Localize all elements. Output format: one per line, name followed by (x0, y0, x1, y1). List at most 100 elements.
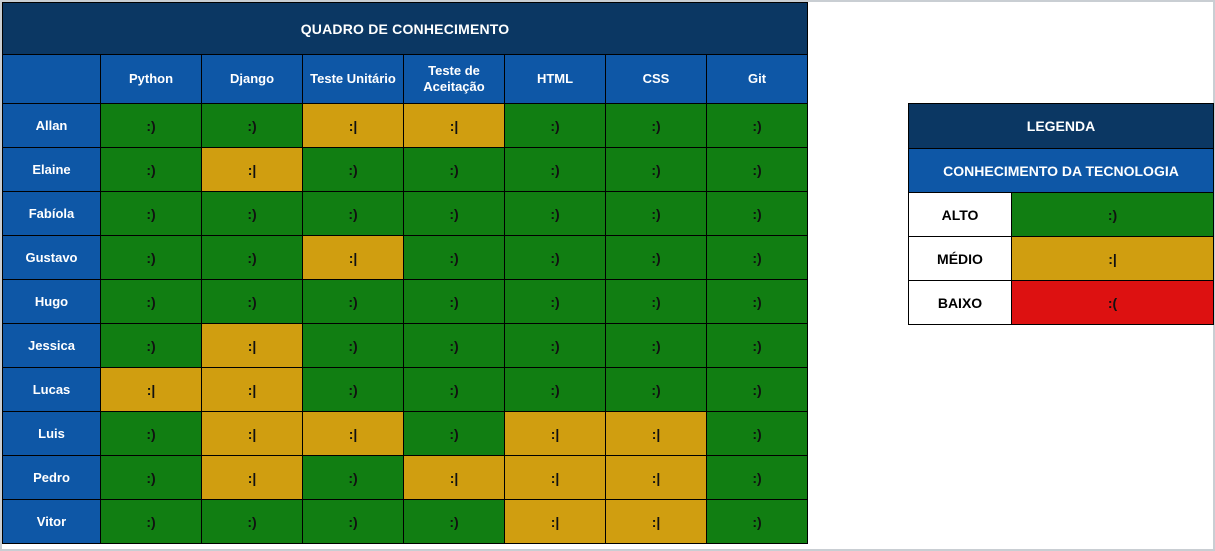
cell-fabiola-git: :) (705, 191, 809, 236)
table-row-fabiola: Fabíola:):):):):):):) (2, 191, 809, 236)
cell-allan-teste-unitario: :| (302, 103, 404, 148)
legend-row-medio: MÉDIO:| (908, 236, 1215, 281)
cell-fabiola-python: :) (100, 191, 202, 236)
legend-row-baixo: BAIXO:( (908, 280, 1215, 325)
column-header-django: Django (201, 54, 303, 104)
cell-hugo-django: :) (201, 279, 303, 324)
column-header-git: Git (705, 54, 809, 104)
legend-swatch-medio: :| (1010, 236, 1215, 281)
cell-fabiola-css: :) (605, 191, 707, 236)
row-name-vitor: Vitor (2, 499, 101, 544)
cell-pedro-python: :) (100, 455, 202, 500)
cell-vitor-teste-de-aceitacao: :) (403, 499, 505, 544)
cell-fabiola-teste-de-aceitacao: :) (403, 191, 505, 236)
legend-label-alto: ALTO (908, 192, 1012, 237)
cell-fabiola-django: :) (201, 191, 303, 236)
cell-jessica-git: :) (705, 323, 809, 368)
cell-vitor-html: :| (504, 499, 606, 544)
cell-vitor-git: :) (705, 499, 809, 544)
row-name-fabiola: Fabíola (2, 191, 101, 236)
cell-jessica-html: :) (504, 323, 606, 368)
column-header-html: HTML (504, 54, 606, 104)
cell-jessica-css: :) (605, 323, 707, 368)
row-name-pedro: Pedro (2, 455, 101, 500)
cell-luis-python: :) (100, 411, 202, 456)
cell-jessica-teste-de-aceitacao: :) (403, 323, 505, 368)
cell-pedro-django: :| (201, 455, 303, 500)
legend-title: LEGENDA (907, 103, 1215, 149)
cell-vitor-python: :) (100, 499, 202, 544)
cell-lucas-git: :) (705, 367, 809, 412)
column-header-css: CSS (605, 54, 707, 104)
cell-elaine-html: :) (504, 147, 606, 192)
cell-lucas-html: :) (504, 367, 606, 412)
cell-elaine-django: :| (201, 147, 303, 192)
cell-allan-django: :) (201, 103, 303, 148)
cell-gustavo-css: :) (605, 235, 707, 280)
cell-gustavo-teste-de-aceitacao: :) (403, 235, 505, 280)
cell-lucas-teste-de-aceitacao: :) (403, 367, 505, 412)
legend-subtitle-row: CONHECIMENTO DA TECNOLOGIA (907, 148, 1215, 193)
cell-elaine-teste-de-aceitacao: :) (403, 147, 505, 192)
cell-luis-teste-unitario: :| (302, 411, 404, 456)
cell-hugo-css: :) (605, 279, 707, 324)
cell-allan-teste-de-aceitacao: :| (403, 103, 505, 148)
cell-pedro-teste-unitario: :) (302, 455, 404, 500)
table-row-pedro: Pedro:):|:):|:|:|:) (2, 455, 809, 500)
cell-lucas-python: :| (100, 367, 202, 412)
cell-pedro-teste-de-aceitacao: :| (403, 455, 505, 500)
cell-elaine-teste-unitario: :) (302, 147, 404, 192)
row-name-allan: Allan (2, 103, 101, 148)
table-row-vitor: Vitor:):):):):|:|:) (2, 499, 809, 544)
legend-swatch-baixo: :( (1010, 280, 1215, 325)
cell-allan-git: :) (705, 103, 809, 148)
cell-luis-django: :| (201, 411, 303, 456)
cell-vitor-teste-unitario: :) (302, 499, 404, 544)
cell-luis-html: :| (504, 411, 606, 456)
cell-allan-python: :) (100, 103, 202, 148)
cell-gustavo-html: :) (504, 235, 606, 280)
cell-jessica-python: :) (100, 323, 202, 368)
legend-row-alto: ALTO:) (908, 192, 1215, 237)
table-row-luis: Luis:):|:|:):|:|:) (2, 411, 809, 456)
legend-subtitle: CONHECIMENTO DA TECNOLOGIA (907, 148, 1215, 193)
table-row-hugo: Hugo:):):):):):):) (2, 279, 809, 324)
cell-pedro-git: :) (705, 455, 809, 500)
column-header-teste-de-aceitacao: Teste de Aceitação (403, 54, 505, 104)
title-row: QUADRO DE CONHECIMENTO (1, 2, 809, 55)
cell-elaine-git: :) (705, 147, 809, 192)
cell-gustavo-teste-unitario: :| (302, 235, 404, 280)
cell-jessica-teste-unitario: :) (302, 323, 404, 368)
table-row-gustavo: Gustavo:):):|:):):):) (2, 235, 809, 280)
column-header-python: Python (100, 54, 202, 104)
row-name-luis: Luis (2, 411, 101, 456)
row-name-jessica: Jessica (2, 323, 101, 368)
cell-hugo-git: :) (705, 279, 809, 324)
table-row-allan: Allan:):):|:|:):):) (2, 103, 809, 148)
cell-vitor-css: :| (605, 499, 707, 544)
legend-label-medio: MÉDIO (908, 236, 1012, 281)
cell-jessica-django: :| (201, 323, 303, 368)
cell-lucas-css: :) (605, 367, 707, 412)
corner-cell (2, 54, 101, 104)
cell-hugo-teste-de-aceitacao: :) (403, 279, 505, 324)
cell-fabiola-html: :) (504, 191, 606, 236)
cell-luis-css: :| (605, 411, 707, 456)
cell-allan-css: :) (605, 103, 707, 148)
cell-vitor-django: :) (201, 499, 303, 544)
column-header-teste-unitario: Teste Unitário (302, 54, 404, 104)
knowledge-table: QUADRO DE CONHECIMENTO Python Django Teste… (1, 2, 809, 544)
cell-gustavo-git: :) (705, 235, 809, 280)
cell-gustavo-django: :) (201, 235, 303, 280)
row-name-hugo: Hugo (2, 279, 101, 324)
row-name-lucas: Lucas (2, 367, 101, 412)
cell-hugo-teste-unitario: :) (302, 279, 404, 324)
cell-hugo-python: :) (100, 279, 202, 324)
legend-table: LEGENDA CONHECIMENTO DA TECNOLOGIA ALTO:… (907, 103, 1215, 325)
table-row-elaine: Elaine:):|:):):):):) (2, 147, 809, 192)
cell-elaine-python: :) (100, 147, 202, 192)
legend-label-baixo: BAIXO (908, 280, 1012, 325)
cell-allan-html: :) (504, 103, 606, 148)
cell-luis-git: :) (705, 411, 809, 456)
